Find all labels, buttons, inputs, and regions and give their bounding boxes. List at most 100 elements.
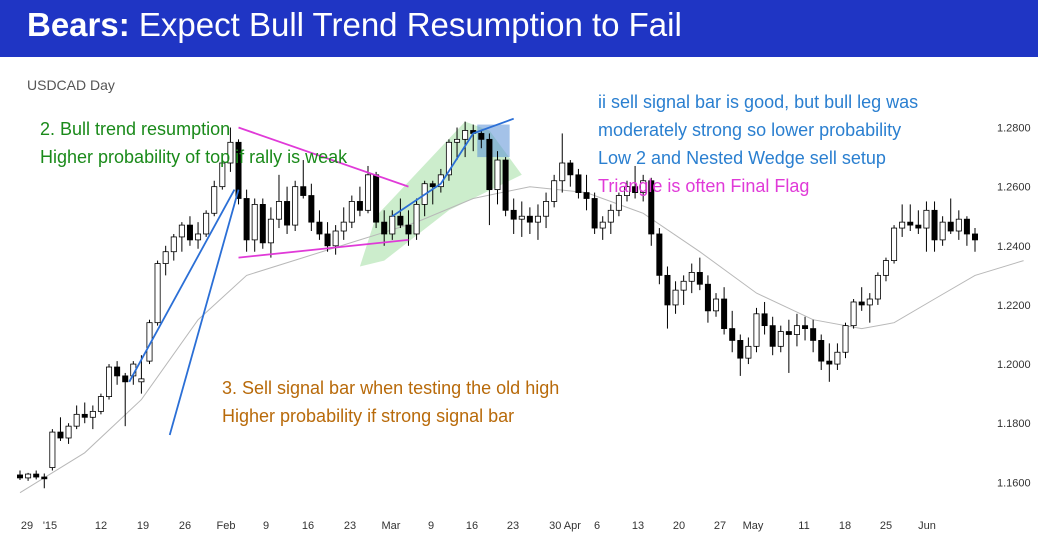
annotation-blue-line: moderately strong so lower probability (598, 120, 902, 140)
x-tick-label: 16 (466, 520, 478, 532)
candle-bull (793, 325, 800, 335)
candle-bull (551, 180, 558, 202)
annotation-blue: ii sell signal bar is good, but bull leg… (598, 88, 918, 200)
candle-bull (97, 396, 104, 412)
candle-bear (785, 331, 792, 335)
candle-bull (348, 201, 355, 223)
trend-line (168, 189, 240, 436)
candle-bear (931, 209, 938, 241)
candle-bull (939, 221, 946, 241)
slide-title: Bears: Expect Bull Trend Resumption to F… (27, 6, 682, 44)
y-tick-label: 1.1800 (997, 418, 1031, 430)
candle-bear (381, 221, 388, 235)
x-tick-label: 9 (428, 520, 434, 532)
trend-line (128, 189, 236, 383)
annotation-blue-line: Low 2 and Nested Wedge sell setup (598, 148, 886, 168)
candle-bull (599, 221, 606, 229)
annotation-orange-line: 3. Sell signal bar when testing the old … (222, 378, 560, 398)
candle-bear (575, 174, 582, 193)
triangle-line (238, 126, 409, 188)
candle-bull (25, 473, 32, 479)
candle-bear (972, 233, 979, 241)
candle-bear (81, 413, 88, 418)
candle-bear (41, 476, 48, 480)
wedge-region (359, 121, 522, 267)
x-tick-label: 23 (344, 520, 356, 532)
y-tick-label: 1.1600 (997, 477, 1031, 489)
candle-bear (316, 221, 323, 235)
candle-bull (891, 227, 898, 261)
candle-bull (178, 224, 185, 238)
y-tick-label: 1.2400 (997, 241, 1031, 253)
x-tick-label: May (743, 520, 764, 532)
candle-bear (526, 215, 533, 223)
x-tick-label: 11 (798, 520, 809, 532)
candle-bear (810, 328, 817, 341)
candle-bear (308, 195, 315, 223)
candle-bull (227, 141, 234, 164)
candle-bear (696, 272, 703, 285)
candle-bull (745, 345, 752, 359)
candle-bear (122, 375, 129, 383)
candle-bull (251, 204, 258, 241)
candle-bear (114, 366, 121, 377)
candle-bear (826, 360, 833, 365)
x-tick-label: '15 (43, 520, 57, 532)
candle-bull (211, 186, 218, 214)
x-tick-label: 13 (632, 520, 644, 532)
candle-bear (429, 183, 436, 188)
candle-bull (882, 260, 889, 276)
x-tick-label: 27 (714, 520, 726, 532)
annotation-green: 2. Bull trend resumption Higher probabil… (40, 115, 347, 171)
candle-bull (713, 298, 720, 312)
x-tick-label: 26 (179, 520, 191, 532)
candle-bear (243, 198, 250, 241)
x-tick-label: 16 (302, 520, 314, 532)
x-tick-label: Jun (918, 520, 936, 532)
candle-bull (106, 366, 113, 397)
candle-bull (518, 215, 525, 220)
candle-bear (802, 325, 809, 329)
x-tick-label: 23 (507, 520, 519, 532)
candle-bear (915, 224, 922, 229)
candle-bull (615, 195, 622, 211)
candle-bear (502, 159, 509, 211)
candle-bull (834, 351, 841, 365)
candle-bull (138, 378, 145, 383)
candle-bear (656, 233, 663, 276)
candle-bull (494, 159, 501, 191)
candle-bull (955, 218, 962, 232)
candle-bull (640, 180, 647, 193)
candle-bull (850, 301, 857, 327)
candle-bull (275, 201, 282, 220)
candle-bull (866, 298, 873, 306)
candle-bull (203, 212, 210, 235)
candle-bull (559, 162, 566, 182)
candle-bear (486, 138, 493, 191)
candle-bull (49, 431, 56, 468)
candle-bull (340, 221, 347, 232)
candle-bear (259, 204, 266, 244)
candle-bull (680, 280, 687, 291)
candle-bull (534, 215, 541, 223)
triangle-line (238, 238, 409, 259)
candle-bull (73, 413, 80, 427)
candle-bear (478, 133, 485, 140)
candle-bear (373, 174, 380, 223)
candle-bull (162, 251, 169, 264)
candle-bear (648, 180, 655, 235)
candle-bull (923, 209, 930, 229)
candle-bull (365, 174, 372, 211)
candle-bear (583, 192, 590, 199)
candle-bear (858, 301, 865, 306)
candle-bull (389, 215, 396, 235)
candle-bear (721, 298, 728, 329)
candle-bull (154, 263, 161, 324)
candle-bear (284, 201, 291, 226)
y-tick-label: 1.2200 (997, 300, 1031, 312)
candle-bear (818, 340, 825, 362)
candle-bear (510, 209, 517, 220)
x-tick-label: Feb (217, 520, 236, 532)
candle-bear (16, 474, 23, 479)
